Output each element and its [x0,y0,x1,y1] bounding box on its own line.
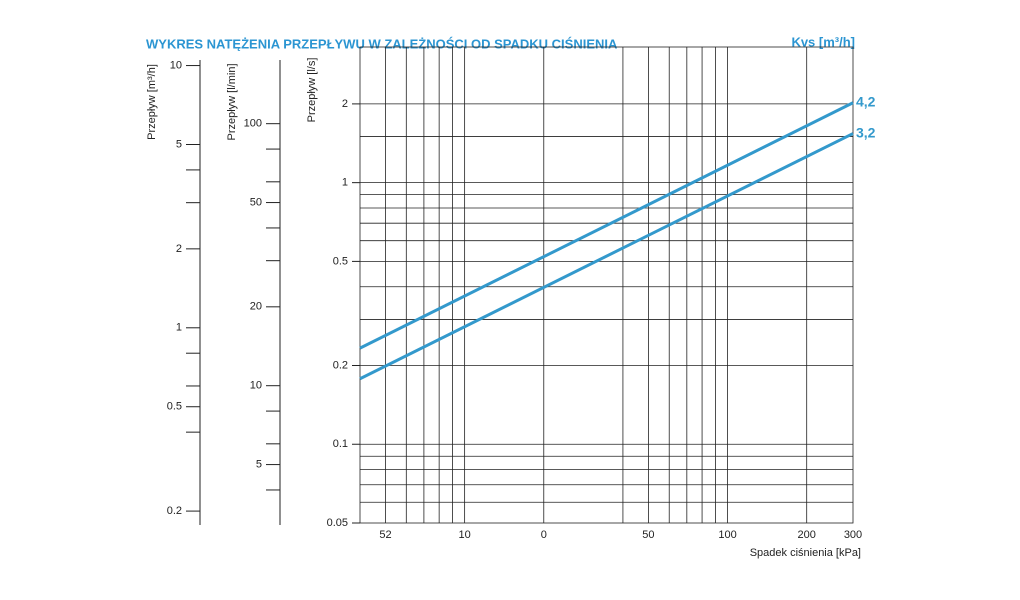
axis-label: Przepływ [l/min] [226,63,238,140]
x-tick-label: 52 [379,529,391,541]
series-label: 4,2 [856,93,876,109]
y-tick-label: 0.1 [333,438,348,450]
x-tick-label: 200 [798,529,816,541]
axis-tick-label: 50 [250,196,262,208]
axis-tick-label: 100 [244,118,262,130]
y-axis-label: Przepływ [l/s] [306,58,318,123]
y-tick-label: 0.05 [327,517,348,529]
plot-frame [359,46,854,524]
axis-tick-label: 2 [176,243,182,255]
x-tick-label: 0 [541,529,547,541]
axis-tick-label: 10 [170,59,182,71]
x-tick-label: 10 [459,529,471,541]
x-tick-label: 300 [844,529,862,541]
series-line [359,132,854,381]
series-line [359,101,854,350]
axis-tick-label: 5 [176,138,182,150]
axis-label: Przepływ [m³/h] [146,64,158,140]
y-tick-label: 0.5 [333,255,348,267]
y-tick-label: 0.2 [333,359,348,371]
legend-title: Kvs [m³/h] [791,34,855,49]
axis-tick-label: 20 [250,301,262,313]
x-axis-label: Spadek ciśnienia [kPa] [750,547,861,559]
axis-tick-label: 1 [176,322,182,334]
axis-tick-label: 0.5 [167,401,182,413]
y-tick-label: 1 [342,177,348,189]
x-tick-label: 50 [642,529,654,541]
x-tick-label: 100 [718,529,736,541]
series-label: 3,2 [856,124,876,140]
axis-tick-label: 0.2 [167,505,182,517]
axis-tick-label: 5 [256,458,262,470]
chart-title: WYKRES NATĘŻENIA PRZEPŁYWU W ZALEŻNOŚCI … [146,36,618,51]
y-tick-label: 2 [342,98,348,110]
axis-tick-label: 10 [250,380,262,392]
